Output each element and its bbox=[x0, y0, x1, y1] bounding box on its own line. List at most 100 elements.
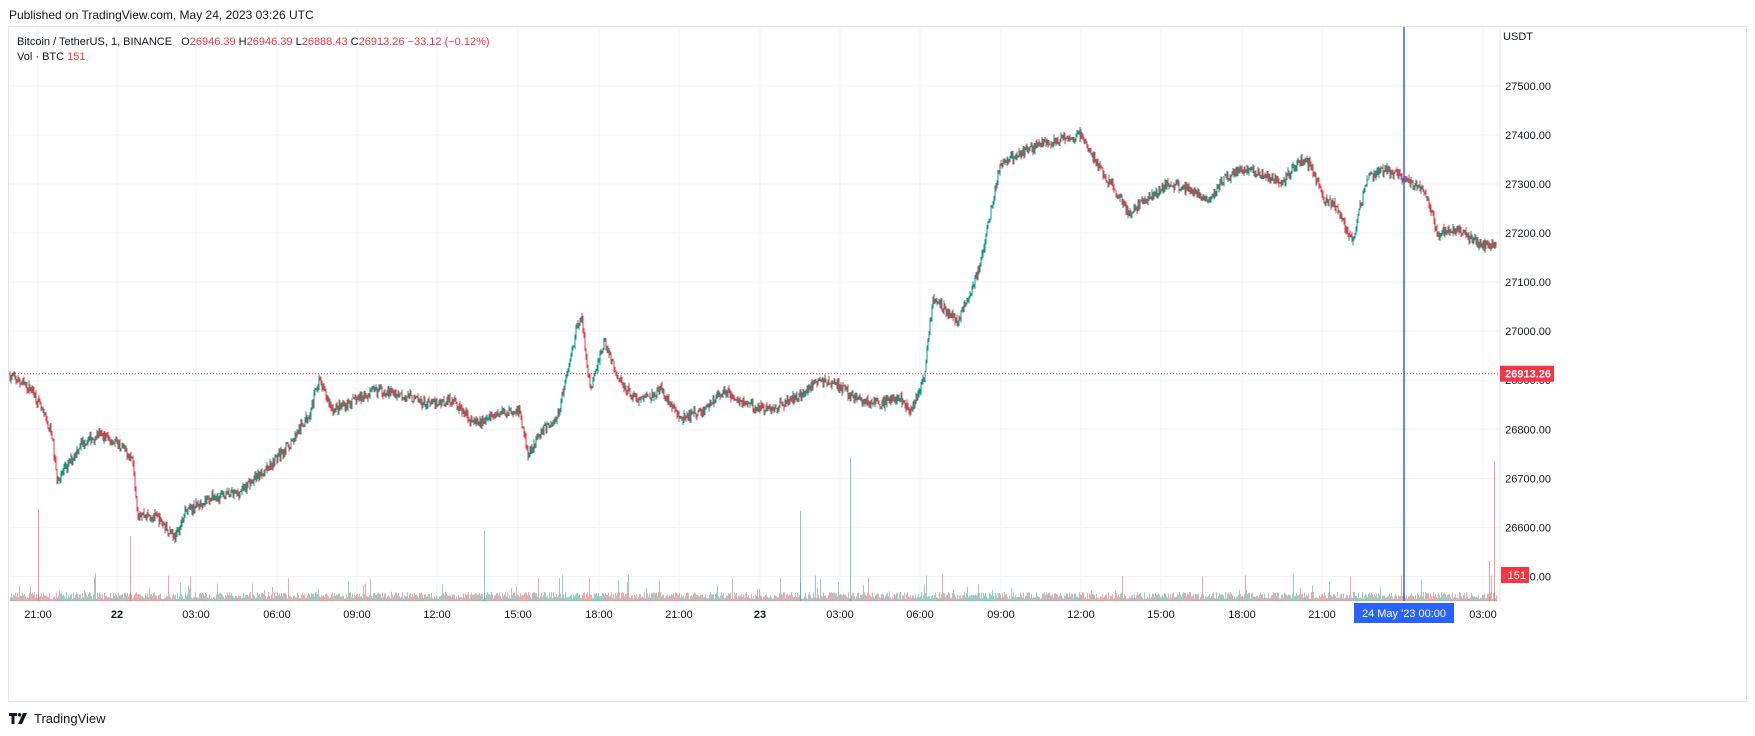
volume-bar bbox=[967, 586, 968, 601]
volume-bar bbox=[747, 597, 748, 601]
volume-bar bbox=[237, 597, 238, 601]
volume-bar bbox=[723, 592, 724, 601]
volume-bar bbox=[57, 597, 58, 601]
volume-bar bbox=[1473, 596, 1474, 601]
volume-bar bbox=[472, 594, 473, 601]
volume-bar bbox=[966, 593, 967, 601]
volume-bar bbox=[453, 594, 454, 601]
volume-bar bbox=[270, 598, 271, 601]
volume-bar bbox=[72, 598, 73, 601]
volume-bar bbox=[499, 592, 500, 601]
volume-bar bbox=[382, 592, 383, 601]
volume-bar bbox=[1127, 598, 1128, 601]
volume-bar bbox=[927, 597, 928, 601]
volume-bar bbox=[1382, 595, 1383, 601]
volume-bar bbox=[1023, 592, 1024, 601]
volume-bar bbox=[1005, 595, 1006, 601]
volume-bar bbox=[416, 594, 417, 601]
volume-bar bbox=[115, 593, 116, 601]
volume-bar bbox=[1062, 597, 1063, 601]
volume-bar bbox=[899, 593, 900, 601]
volume-bar bbox=[593, 598, 594, 601]
volume-bar bbox=[882, 593, 883, 601]
volume-bar bbox=[1124, 594, 1125, 601]
volume-bar bbox=[103, 598, 104, 601]
volume-bar bbox=[615, 592, 616, 601]
volume-bar bbox=[552, 598, 553, 601]
volume-bar bbox=[191, 597, 192, 601]
volume-bar bbox=[814, 597, 815, 601]
volume-bar bbox=[88, 593, 89, 601]
volume-bar bbox=[931, 595, 932, 601]
volume-bar bbox=[93, 594, 94, 601]
volume-bar bbox=[517, 594, 518, 601]
legend-symbol[interactable]: Bitcoin / TetherUS, 1, BINANCE bbox=[17, 36, 173, 48]
volume-bar bbox=[1009, 595, 1010, 601]
volume-bar bbox=[741, 594, 742, 601]
volume-bar bbox=[541, 593, 542, 601]
volume-bar bbox=[1298, 595, 1299, 601]
volume-bar bbox=[326, 593, 327, 601]
volume-bar bbox=[1019, 597, 1020, 601]
volume-bar bbox=[1168, 593, 1169, 601]
volume-bar bbox=[1353, 592, 1354, 601]
volume-bar bbox=[756, 596, 757, 601]
volume-bar bbox=[837, 596, 838, 601]
volume-bar bbox=[300, 598, 301, 601]
volume-bar bbox=[358, 596, 359, 601]
volume-bar bbox=[332, 592, 333, 601]
volume-bar bbox=[496, 593, 497, 601]
volume-bar bbox=[602, 593, 603, 601]
tradingview-brand[interactable]: TradingView bbox=[9, 711, 106, 726]
volume-bar bbox=[1462, 598, 1463, 601]
volume-bar bbox=[433, 598, 434, 601]
volume-bar bbox=[1180, 594, 1181, 601]
volume-bar bbox=[699, 596, 700, 601]
volume-bar bbox=[374, 592, 375, 601]
volume-bar bbox=[1220, 594, 1221, 601]
volume-bar bbox=[1381, 598, 1382, 601]
volume-bar bbox=[986, 596, 987, 601]
volume-bar bbox=[85, 592, 86, 601]
volume-bar bbox=[845, 594, 846, 601]
volume-bar bbox=[1017, 597, 1018, 601]
volume-bar bbox=[542, 596, 543, 601]
volume-bar bbox=[1229, 594, 1230, 601]
volume-bar bbox=[209, 594, 210, 601]
volume-bar bbox=[242, 597, 243, 601]
volume-bar bbox=[1083, 592, 1084, 601]
volume-bars bbox=[10, 573, 1497, 601]
volume-bar bbox=[1186, 596, 1187, 601]
volume-bar bbox=[623, 592, 624, 601]
volume-bar bbox=[636, 593, 637, 601]
chart-frame[interactable] bbox=[8, 26, 1747, 702]
volume-bar bbox=[1468, 598, 1469, 601]
volume-bar bbox=[82, 592, 83, 601]
legend-vol-label[interactable]: Vol · BTC bbox=[17, 51, 65, 63]
volume-bar bbox=[962, 595, 963, 601]
volume-bar bbox=[323, 595, 324, 601]
volume-bar bbox=[718, 596, 719, 601]
volume-bar bbox=[854, 596, 855, 601]
volume-bar bbox=[158, 595, 159, 601]
volume-bar bbox=[608, 592, 609, 601]
volume-bar bbox=[1257, 595, 1258, 601]
volume-bar bbox=[1255, 596, 1256, 601]
volume-bar bbox=[669, 595, 670, 601]
volume-bar bbox=[823, 592, 824, 601]
volume-bar bbox=[398, 593, 399, 601]
volume-bar bbox=[622, 592, 623, 601]
volume-bar bbox=[1000, 594, 1001, 601]
volume-bar bbox=[1032, 598, 1033, 601]
volume-bar bbox=[1453, 597, 1454, 601]
volume-bar bbox=[992, 589, 993, 601]
volume-bar bbox=[993, 595, 994, 601]
volume-bar bbox=[972, 595, 973, 601]
volume-bar bbox=[1108, 592, 1109, 601]
volume-bar bbox=[1129, 596, 1130, 601]
volume-bar bbox=[161, 598, 162, 601]
volume-bar bbox=[151, 594, 152, 601]
volume-bar bbox=[286, 594, 287, 601]
volume-bar bbox=[73, 592, 74, 601]
